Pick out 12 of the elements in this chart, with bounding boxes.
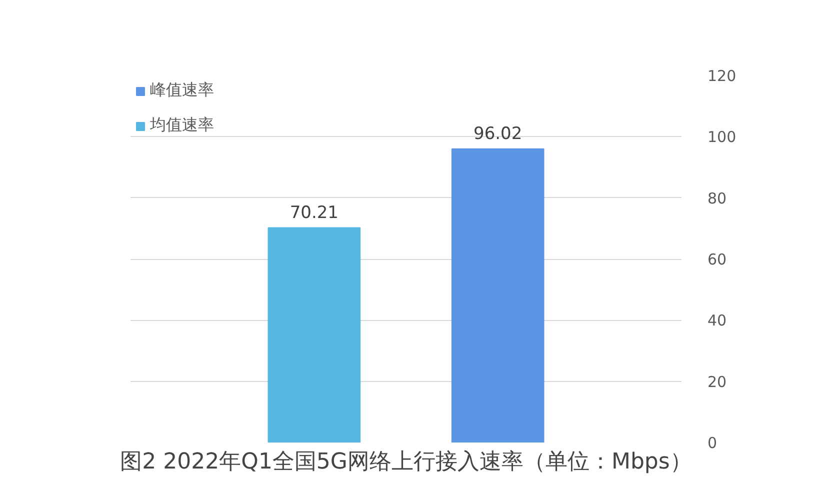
y-tick-label: 40 xyxy=(708,312,727,330)
y-tick-label: 20 xyxy=(708,372,727,391)
data-label: 70.21 xyxy=(290,202,339,223)
data-label: 96.02 xyxy=(474,124,522,144)
y-tick-label: 60 xyxy=(708,250,727,268)
legend-label: 均值速率 xyxy=(150,115,214,136)
legend-label: 峰值速率 xyxy=(150,80,214,101)
y-tick-label: 100 xyxy=(708,128,736,146)
y-tick-label: 80 xyxy=(708,189,727,208)
y-tick-label: 120 xyxy=(708,67,736,85)
text: 图2 2022年Q1全国5G网络上行接入速率（单位：Mbps） xyxy=(120,450,692,474)
y-tick-label: 0 xyxy=(708,434,718,452)
